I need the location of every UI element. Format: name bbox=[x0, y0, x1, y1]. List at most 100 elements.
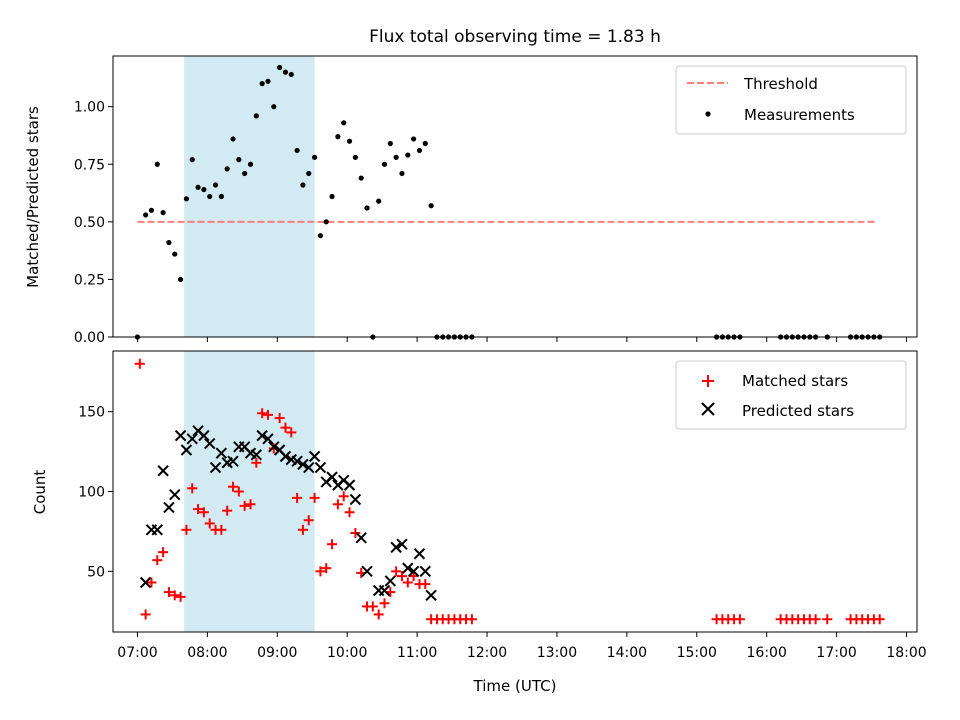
predicted-star-point bbox=[163, 501, 175, 514]
top-chart-title: Flux total observing time = 1.83 h bbox=[369, 27, 661, 47]
measurement-point bbox=[143, 212, 149, 218]
measurement-point bbox=[358, 175, 364, 181]
matched-star-point bbox=[140, 609, 151, 620]
top-legend: Threshold Measurements bbox=[675, 65, 907, 135]
matched-star-point bbox=[233, 486, 244, 497]
predicted-star-point bbox=[215, 447, 228, 459]
predicted-star-point bbox=[343, 479, 356, 491]
matched-star-point bbox=[198, 507, 209, 518]
predicted-star-point bbox=[314, 461, 327, 474]
top-y-axis-label: Matched/Predicted stars bbox=[24, 106, 42, 288]
predicted-star-point bbox=[174, 429, 187, 442]
bottom-x-axis: 07:00 08:00 09:00 10:00 11:00 12:00 13:00 14:00… bbox=[117, 632, 927, 661]
measurement-point bbox=[247, 161, 254, 167]
x-tick-label: 07:00 bbox=[117, 645, 157, 661]
predicted-star-point bbox=[268, 441, 280, 453]
measurement-point bbox=[166, 239, 172, 246]
measurement-point bbox=[387, 140, 393, 147]
measurement-point bbox=[236, 157, 242, 163]
matched-star-point bbox=[222, 505, 233, 516]
matched-star-point bbox=[228, 481, 239, 492]
predicted-star-point bbox=[180, 444, 193, 456]
measurement-point bbox=[224, 166, 230, 172]
x-tick-label: 16:00 bbox=[747, 645, 787, 661]
matched-star-point bbox=[373, 609, 384, 620]
y-tick-label: 150 bbox=[78, 405, 105, 421]
x-tick-label: 14:00 bbox=[607, 645, 647, 661]
predicted-star-point bbox=[262, 433, 274, 445]
measurement-point bbox=[376, 198, 382, 204]
matched-star-point bbox=[163, 587, 174, 598]
matched-star-point bbox=[216, 524, 227, 535]
predicted-star-point bbox=[361, 565, 373, 578]
legend-threshold-label: Threshold bbox=[743, 75, 818, 93]
x-tick-label: 11:00 bbox=[397, 645, 437, 661]
predicted-star-point bbox=[151, 524, 163, 536]
predicted-star-point bbox=[157, 465, 169, 477]
bottom-y-axis: 50 100 150 bbox=[78, 405, 113, 580]
measurement-point bbox=[335, 134, 341, 140]
predicted-star-point bbox=[291, 455, 303, 467]
measurement-point bbox=[265, 78, 271, 84]
matched-star-point bbox=[280, 422, 291, 433]
measurement-point bbox=[323, 219, 329, 225]
predicted-star-point bbox=[419, 565, 431, 578]
matched-star-point bbox=[286, 427, 297, 438]
x-tick-label: 09:00 bbox=[257, 645, 297, 661]
legend-predicted-label: Predicted stars bbox=[742, 402, 854, 420]
matched-star-point bbox=[274, 413, 285, 424]
predicted-star-point bbox=[390, 541, 402, 554]
bottom-legend-box bbox=[675, 360, 907, 430]
top-panel: Flux total observing time = 1.83 h 0.000… bbox=[24, 27, 918, 346]
matched-star-point bbox=[251, 457, 262, 468]
predicted-star-point bbox=[169, 488, 181, 501]
matched-star-point bbox=[204, 518, 215, 529]
measurement-point bbox=[411, 136, 417, 142]
x-tick-label: 18:00 bbox=[886, 645, 926, 661]
matched-star-point bbox=[175, 591, 186, 602]
predicted-star-point bbox=[139, 576, 152, 589]
measurement-point bbox=[416, 147, 423, 154]
predicted-star-point bbox=[204, 437, 216, 450]
top-y-axis: 0.00 0.25 0.50 0.75 1.00 bbox=[74, 100, 113, 346]
y-tick-label: 50 bbox=[87, 564, 105, 580]
legend-measurements-swatch bbox=[705, 111, 711, 117]
predicted-star-point bbox=[384, 575, 397, 587]
matched-star-point bbox=[315, 566, 326, 577]
matched-star-point bbox=[379, 598, 390, 609]
matched-star-point bbox=[338, 491, 349, 502]
y-tick-label: 0.50 bbox=[74, 215, 105, 231]
matched-star-point bbox=[257, 408, 268, 419]
y-tick-label: 100 bbox=[78, 485, 105, 501]
matched-star-point bbox=[367, 601, 378, 612]
predicted-star-point bbox=[256, 429, 268, 442]
measurement-point bbox=[160, 210, 166, 216]
measurement-point bbox=[300, 182, 306, 188]
matched-star-point bbox=[874, 614, 885, 625]
matched-star-point bbox=[822, 614, 833, 625]
matched-star-point bbox=[309, 492, 320, 503]
matched-star-point bbox=[152, 555, 163, 566]
measurement-point bbox=[277, 64, 283, 71]
measurement-point bbox=[352, 154, 358, 160]
matched-star-point bbox=[239, 500, 250, 511]
matched-star-point bbox=[396, 571, 407, 582]
measurement-point bbox=[329, 193, 335, 200]
measurement-point bbox=[428, 203, 434, 209]
measurement-point bbox=[393, 154, 399, 160]
measurement-point bbox=[399, 170, 405, 177]
predicted-star-point bbox=[308, 450, 321, 463]
top-x-ticks bbox=[136, 337, 908, 342]
measurement-point bbox=[341, 120, 347, 126]
bottom-legend: Matched stars Predicted stars bbox=[675, 360, 907, 430]
series-predicted-stars bbox=[139, 425, 437, 601]
matched-star-point bbox=[297, 524, 308, 535]
bottom-panel: 50 100 150 07:00 08:00 09:00 10:00 11:00 12:00 1… bbox=[31, 350, 927, 695]
y-tick-label: 0.25 bbox=[74, 272, 105, 288]
predicted-star-point bbox=[250, 449, 263, 461]
x-tick-label: 08:00 bbox=[187, 645, 227, 661]
measurement-point bbox=[154, 161, 160, 167]
measurement-point bbox=[195, 184, 201, 190]
measurement-point bbox=[207, 193, 213, 200]
matched-star-point bbox=[262, 409, 273, 420]
